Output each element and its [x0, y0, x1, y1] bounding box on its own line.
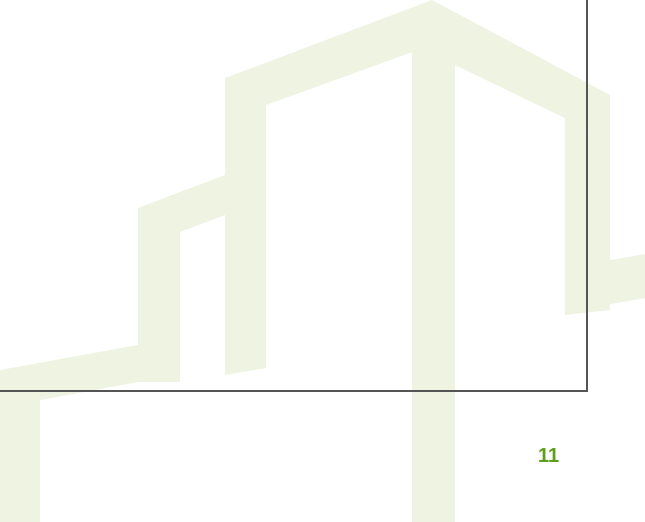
watermark-stair-step-1	[0, 345, 138, 522]
watermark-roof-right	[432, 0, 610, 140]
page-number: 11	[538, 445, 560, 467]
content-frame-border	[0, 0, 588, 392]
watermark-roof-left	[225, 0, 432, 375]
watermark-right-foot	[600, 254, 645, 306]
watermark-stair-step-2	[138, 175, 225, 382]
